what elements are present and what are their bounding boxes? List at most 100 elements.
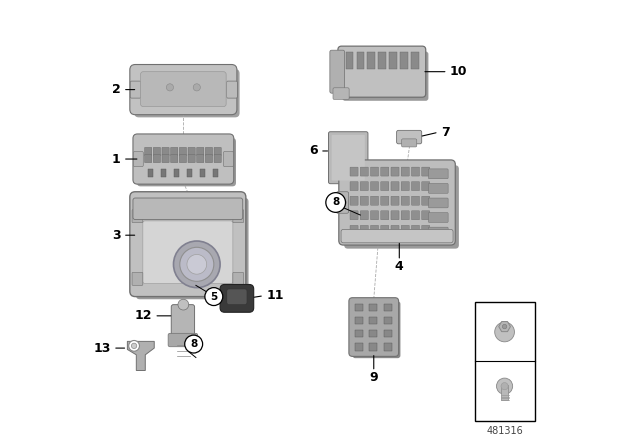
FancyBboxPatch shape bbox=[133, 151, 143, 167]
FancyBboxPatch shape bbox=[338, 46, 426, 97]
FancyBboxPatch shape bbox=[171, 155, 178, 163]
FancyBboxPatch shape bbox=[145, 155, 152, 163]
Bar bbox=[355, 343, 363, 350]
FancyBboxPatch shape bbox=[162, 147, 169, 155]
Bar bbox=[389, 52, 397, 69]
Bar bbox=[384, 317, 392, 324]
FancyBboxPatch shape bbox=[136, 198, 248, 299]
Circle shape bbox=[187, 254, 207, 274]
FancyBboxPatch shape bbox=[188, 155, 195, 163]
FancyBboxPatch shape bbox=[179, 155, 186, 163]
Circle shape bbox=[166, 84, 173, 91]
FancyBboxPatch shape bbox=[227, 289, 247, 305]
Text: 6: 6 bbox=[309, 144, 317, 158]
FancyBboxPatch shape bbox=[401, 167, 410, 176]
FancyBboxPatch shape bbox=[422, 225, 430, 234]
Circle shape bbox=[178, 299, 189, 310]
FancyBboxPatch shape bbox=[171, 147, 178, 155]
Text: 10: 10 bbox=[450, 65, 467, 78]
FancyBboxPatch shape bbox=[401, 211, 410, 220]
FancyBboxPatch shape bbox=[422, 181, 430, 191]
FancyBboxPatch shape bbox=[133, 198, 243, 220]
FancyBboxPatch shape bbox=[412, 196, 420, 205]
FancyBboxPatch shape bbox=[350, 181, 358, 191]
FancyBboxPatch shape bbox=[422, 167, 430, 176]
FancyBboxPatch shape bbox=[130, 65, 237, 115]
FancyBboxPatch shape bbox=[344, 165, 459, 249]
FancyBboxPatch shape bbox=[360, 225, 368, 234]
Bar bbox=[355, 304, 363, 311]
FancyBboxPatch shape bbox=[196, 155, 204, 163]
FancyBboxPatch shape bbox=[132, 210, 143, 223]
Bar bbox=[378, 52, 386, 69]
Circle shape bbox=[173, 241, 220, 288]
FancyBboxPatch shape bbox=[397, 130, 422, 144]
Text: 8: 8 bbox=[478, 311, 486, 321]
FancyBboxPatch shape bbox=[422, 211, 430, 220]
FancyBboxPatch shape bbox=[172, 305, 195, 343]
FancyBboxPatch shape bbox=[333, 88, 349, 99]
Circle shape bbox=[131, 343, 137, 349]
Bar bbox=[474, 302, 535, 421]
FancyBboxPatch shape bbox=[339, 160, 455, 245]
Bar bbox=[384, 343, 392, 350]
FancyBboxPatch shape bbox=[412, 225, 420, 234]
Bar bbox=[187, 169, 192, 177]
FancyBboxPatch shape bbox=[332, 135, 365, 181]
Bar bbox=[148, 169, 153, 177]
FancyBboxPatch shape bbox=[154, 147, 161, 155]
FancyBboxPatch shape bbox=[130, 192, 246, 297]
FancyBboxPatch shape bbox=[428, 227, 448, 237]
Text: 2: 2 bbox=[112, 83, 120, 96]
Circle shape bbox=[185, 335, 203, 353]
FancyBboxPatch shape bbox=[401, 225, 410, 234]
FancyBboxPatch shape bbox=[179, 147, 186, 155]
Circle shape bbox=[205, 288, 223, 306]
Bar bbox=[369, 317, 378, 324]
Bar bbox=[369, 304, 378, 311]
Bar bbox=[346, 52, 353, 69]
FancyBboxPatch shape bbox=[381, 167, 388, 176]
FancyBboxPatch shape bbox=[342, 52, 428, 101]
FancyBboxPatch shape bbox=[205, 147, 212, 155]
FancyBboxPatch shape bbox=[133, 134, 234, 184]
FancyBboxPatch shape bbox=[328, 132, 368, 184]
FancyBboxPatch shape bbox=[353, 301, 401, 358]
Circle shape bbox=[180, 247, 214, 281]
FancyBboxPatch shape bbox=[428, 212, 448, 222]
Circle shape bbox=[501, 383, 508, 390]
FancyBboxPatch shape bbox=[422, 196, 430, 205]
Circle shape bbox=[502, 324, 507, 329]
Text: 9: 9 bbox=[369, 371, 378, 384]
FancyBboxPatch shape bbox=[371, 225, 379, 234]
Bar bbox=[212, 169, 218, 177]
FancyBboxPatch shape bbox=[381, 225, 388, 234]
FancyBboxPatch shape bbox=[162, 155, 169, 163]
Bar bbox=[412, 52, 419, 69]
FancyBboxPatch shape bbox=[381, 211, 388, 220]
FancyBboxPatch shape bbox=[349, 297, 399, 357]
Bar bbox=[401, 52, 408, 69]
FancyBboxPatch shape bbox=[381, 181, 388, 191]
FancyBboxPatch shape bbox=[371, 211, 379, 220]
Bar bbox=[355, 330, 363, 337]
FancyBboxPatch shape bbox=[428, 198, 448, 208]
FancyBboxPatch shape bbox=[214, 147, 221, 155]
Bar bbox=[369, 330, 378, 337]
FancyBboxPatch shape bbox=[401, 181, 410, 191]
FancyBboxPatch shape bbox=[131, 81, 141, 98]
Polygon shape bbox=[127, 341, 154, 370]
FancyBboxPatch shape bbox=[391, 167, 399, 176]
Bar bbox=[200, 169, 205, 177]
Bar bbox=[355, 317, 363, 324]
FancyBboxPatch shape bbox=[205, 155, 212, 163]
Text: 3: 3 bbox=[112, 228, 120, 242]
FancyBboxPatch shape bbox=[223, 151, 234, 167]
Text: 12: 12 bbox=[134, 309, 152, 323]
Circle shape bbox=[193, 84, 200, 91]
FancyBboxPatch shape bbox=[371, 167, 379, 176]
FancyBboxPatch shape bbox=[401, 196, 410, 205]
FancyBboxPatch shape bbox=[412, 211, 420, 220]
Text: 7: 7 bbox=[441, 125, 450, 139]
Circle shape bbox=[326, 193, 346, 212]
